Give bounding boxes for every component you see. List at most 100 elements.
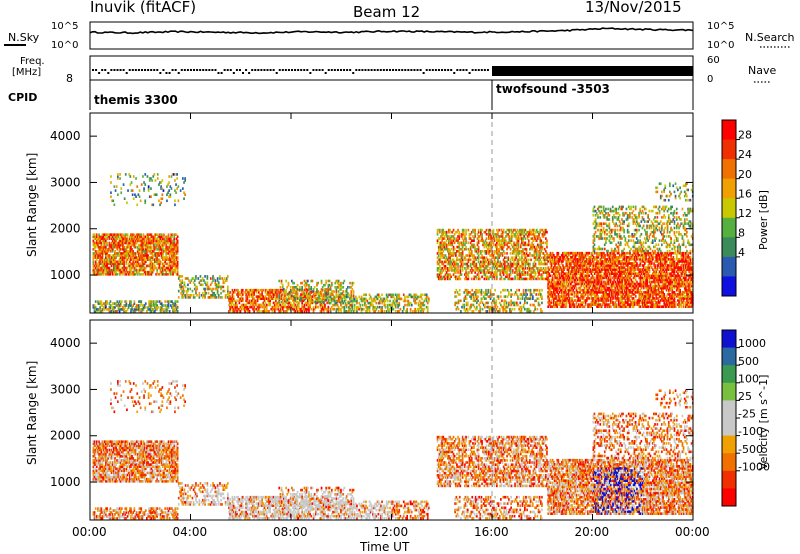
power-cell [158, 264, 161, 268]
power-cell [301, 305, 303, 309]
power-cell [485, 291, 487, 294]
power-cell [265, 303, 268, 307]
power-cell [342, 305, 345, 309]
power-cell [402, 299, 405, 303]
power-cell [352, 299, 355, 303]
power-cell [340, 283, 342, 287]
power-cell [138, 248, 140, 251]
freq-point [211, 69, 214, 71]
power-cell [490, 245, 492, 249]
power-cell [156, 308, 158, 311]
power-cell [455, 230, 457, 234]
power-cell [119, 260, 122, 264]
power-cell [167, 245, 170, 249]
power-cell [529, 277, 531, 281]
power-cell [109, 258, 112, 261]
power-cell [339, 300, 341, 304]
power-cell [299, 286, 301, 289]
power-cell [532, 243, 535, 247]
power-cell [345, 295, 348, 299]
power-cell [230, 297, 233, 300]
power-cell [260, 288, 262, 292]
power-cell [180, 283, 182, 287]
power-cell [248, 295, 251, 298]
power-cell [551, 268, 554, 271]
power-cell [477, 277, 480, 281]
power-cell [257, 307, 260, 311]
power-cell [466, 267, 469, 270]
power-cell [502, 250, 505, 253]
power-cell [340, 288, 342, 291]
power-cell [507, 264, 510, 268]
power-cell [99, 245, 101, 249]
power-cell [256, 288, 259, 292]
power-cell [132, 197, 135, 200]
power-cell [523, 230, 525, 234]
power-cell [558, 274, 561, 278]
power-cell [321, 286, 324, 289]
power-cell [204, 291, 206, 295]
power-cell [125, 245, 128, 249]
power-cell [516, 250, 519, 253]
power-cell [535, 250, 538, 253]
power-cell [155, 258, 157, 261]
power-cell [494, 245, 497, 249]
power-cell [168, 181, 170, 184]
power-cell [494, 288, 496, 292]
power-cell [498, 310, 501, 313]
power-cell [504, 256, 506, 259]
power-cell [171, 266, 173, 270]
power-cell [568, 278, 571, 282]
power-cell [165, 252, 168, 255]
power-cell [316, 305, 318, 309]
power-cell [497, 247, 499, 251]
power-cell [280, 310, 283, 313]
power-cell [516, 269, 519, 272]
power-cell [519, 310, 522, 313]
power-cell [570, 301, 572, 304]
power-cell [409, 293, 412, 297]
power-cell [413, 295, 415, 299]
power-cell [132, 260, 135, 264]
power-cell [518, 269, 521, 272]
power-cell [155, 241, 157, 245]
power-cell [474, 275, 476, 279]
power-cell [361, 299, 364, 303]
power-cell [568, 266, 571, 269]
power-cell [534, 307, 536, 311]
power-cell [129, 237, 131, 241]
power-cell [527, 258, 530, 262]
power-cell [380, 307, 382, 311]
power-cell [254, 299, 257, 303]
power-cell [455, 271, 457, 274]
power-cell [271, 305, 274, 309]
power-cell [130, 262, 132, 266]
freq-point [275, 72, 278, 74]
power-cell [135, 260, 138, 264]
power-cell [174, 302, 177, 305]
power-cell [136, 264, 139, 268]
power-cell [539, 241, 541, 245]
power-cell [521, 228, 523, 232]
power-cell [105, 304, 107, 307]
power-cell [558, 264, 561, 267]
power-cell [414, 293, 416, 297]
power-cell [518, 228, 521, 232]
power-cell [443, 275, 446, 279]
power-cell [142, 237, 145, 241]
power-cell [461, 256, 464, 259]
power-cell [537, 230, 539, 234]
power-cell [560, 278, 563, 282]
power-cell [227, 275, 229, 278]
power-cell [147, 308, 149, 311]
power-cell [121, 254, 123, 257]
power-cell [97, 266, 99, 270]
power-cell [163, 308, 165, 311]
power-cell [240, 297, 243, 300]
power-cell [421, 293, 423, 297]
power-cell [106, 268, 108, 272]
power-cell [114, 306, 116, 309]
power-cell [366, 307, 369, 311]
power-cell [513, 243, 515, 247]
power-cell [486, 310, 488, 313]
